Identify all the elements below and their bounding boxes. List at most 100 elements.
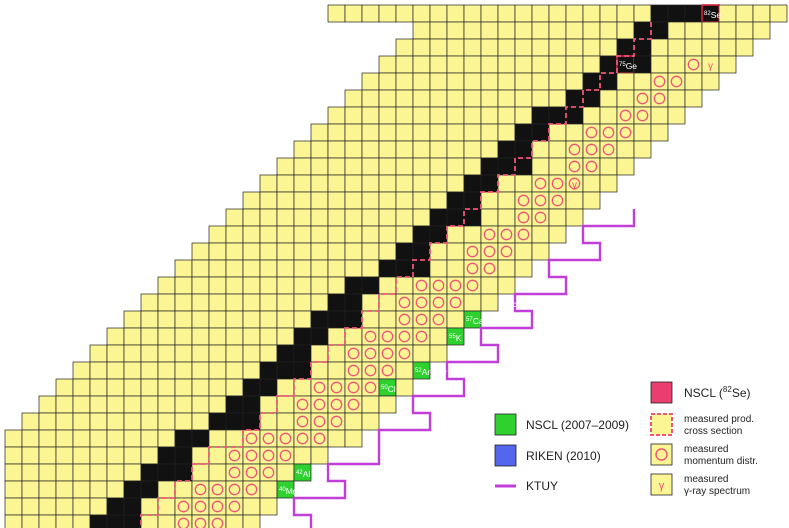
legend-item-ktuy: KTUY <box>495 479 558 493</box>
nuclide-cell <box>429 123 448 142</box>
nuclide-cell <box>548 157 567 176</box>
nuclide-cell <box>21 463 40 482</box>
legend-item-dashed: measured prod. cross section <box>650 413 754 437</box>
nuclide-cell <box>310 361 329 380</box>
stable-cell <box>463 208 482 227</box>
nuclide-cell <box>361 140 380 159</box>
nuclide-cell <box>344 174 363 193</box>
nuclide-cell <box>582 38 601 57</box>
nuclide-cell <box>276 157 295 176</box>
nuclide-cell <box>157 293 176 312</box>
nuclide-cell <box>242 293 261 312</box>
stable-cell <box>565 106 584 125</box>
nuclide-cell <box>174 497 193 516</box>
stable-cell <box>446 208 465 227</box>
nuclide-cell <box>616 140 635 159</box>
momentum-distribution-marker <box>228 500 241 513</box>
nuclide-cell <box>412 174 431 193</box>
nuclide-cell <box>242 497 261 516</box>
momentum-distribution-marker <box>602 126 615 139</box>
nuclide-cell <box>446 72 465 91</box>
nuclide-cell <box>361 378 380 397</box>
momentum-distribution-marker <box>228 466 241 479</box>
nuclide-cell <box>4 429 23 448</box>
nuclide-label-fe73: 73Fe <box>687 180 704 190</box>
nuclide-cell <box>55 480 74 499</box>
nuclide-cell <box>259 208 278 227</box>
nuclide-cell <box>123 310 142 329</box>
nuclide-cell <box>310 259 329 278</box>
nuclide-cell <box>599 140 618 159</box>
nuclide-cell <box>55 463 74 482</box>
momentum-distribution-marker <box>313 415 326 428</box>
nuclide-cell <box>276 378 295 397</box>
stable-cell <box>429 208 448 227</box>
nuclide-cell <box>72 395 91 414</box>
nuclide-cell <box>446 123 465 142</box>
momentum-distribution-marker <box>347 398 360 411</box>
nuclide-cell <box>378 174 397 193</box>
nuclide-cell <box>514 208 533 227</box>
nuclide-cell <box>106 361 125 380</box>
momentum-distribution-marker <box>670 75 683 88</box>
momentum-distribution-marker <box>483 262 496 275</box>
nuclide-cell <box>378 310 397 329</box>
stable-cell <box>225 412 244 431</box>
momentum-distribution-marker <box>279 432 292 445</box>
legend-swatch-dashed <box>650 413 673 436</box>
nuclide-cell <box>208 242 227 261</box>
nuclide-cell <box>412 72 431 91</box>
nuclide-cell <box>701 38 720 57</box>
momentum-distribution-marker <box>245 483 258 496</box>
stable-cell <box>514 140 533 159</box>
nuclide-label-v66: 66V <box>602 248 615 258</box>
nuclide-cell <box>514 242 533 261</box>
nuclide-cell <box>395 378 414 397</box>
nuclide-cell <box>72 446 91 465</box>
nuclide-cell <box>242 327 261 346</box>
momentum-distribution-marker <box>517 228 530 241</box>
nuclide-cell <box>191 446 210 465</box>
momentum-distribution-marker <box>313 432 326 445</box>
momentum-distribution-marker <box>245 449 258 462</box>
nuclide-label-ar53: 53Ar <box>432 367 447 377</box>
nuclide-label-co76: 76Co <box>755 146 773 156</box>
nuclide-cell <box>463 276 482 295</box>
nuclide-cell <box>480 123 499 142</box>
nuclide-cell <box>514 259 533 278</box>
nuclide-cell <box>225 497 244 516</box>
nuclide-cell <box>667 106 686 125</box>
nuclide-cell <box>123 327 142 346</box>
nuclide-cell <box>514 72 533 91</box>
nuclide-cell <box>55 429 74 448</box>
nuclide-cell <box>412 106 431 125</box>
nuclide-cell <box>514 4 533 23</box>
nuclide-cell <box>310 344 329 363</box>
nuclide-cell <box>259 344 278 363</box>
nuclide-cell <box>633 106 652 125</box>
nuclide-cell <box>123 463 142 482</box>
nuclide-label-mn71: 71Mn <box>653 214 672 224</box>
legend-swatch-nscl-se <box>650 381 673 404</box>
nuclide-cell <box>684 55 703 74</box>
momentum-distribution-marker <box>602 143 615 156</box>
nuclide-cell <box>395 106 414 125</box>
stable-cell <box>174 463 193 482</box>
stable-cell <box>531 106 550 125</box>
nuclide-cell <box>123 361 142 380</box>
nuclide-cell-ca57 <box>463 310 482 329</box>
nuclide-cell <box>565 191 584 210</box>
nuclide-cell <box>242 310 261 329</box>
nuclide-cell <box>361 123 380 142</box>
momentum-distribution-marker <box>568 143 581 156</box>
nuclide-cell <box>276 429 295 448</box>
nuclide-cell <box>38 429 57 448</box>
momentum-distribution-marker <box>432 296 445 309</box>
nuclide-cell <box>157 412 176 431</box>
nuclide-cell <box>106 344 125 363</box>
nuclide-cell <box>480 55 499 74</box>
nuclide-cell <box>616 89 635 108</box>
momentum-distribution-marker <box>364 364 377 377</box>
momentum-distribution-marker <box>449 279 462 292</box>
